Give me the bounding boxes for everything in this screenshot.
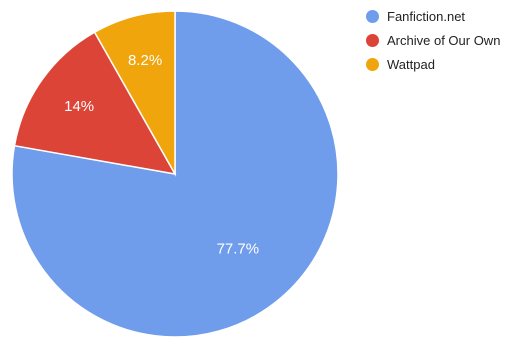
legend-label-fanfiction-net: Fanfiction.net [387, 8, 466, 24]
legend-item-wattpad[interactable]: Wattpad [366, 54, 500, 74]
legend-swatch-fanfiction-net [366, 9, 379, 23]
pie-slice-wattpad[interactable] [93, 10, 176, 177]
legend-item-archive-of-our-own[interactable]: Archive of Our Own [366, 30, 500, 50]
pie-label-wattpad: 8.2% [128, 52, 162, 69]
pie-label-fanfiction-net: 77.7% [217, 240, 260, 257]
legend-swatch-wattpad [366, 57, 379, 71]
legend-label-archive-of-our-own: Archive of Our Own [387, 32, 501, 48]
legend: Fanfiction.net Archive of Our Own Wattpa… [366, 6, 500, 78]
legend-item-fanfiction-net[interactable]: Fanfiction.net [366, 6, 500, 26]
pie-chart-canvas: 77.7% 14% 8.2% [11, 10, 339, 338]
pie-label-archive-of-our-own: 14% [64, 98, 94, 115]
pie-slice-archive-of-our-own[interactable] [13, 31, 177, 176]
legend-label-wattpad: Wattpad [387, 56, 435, 72]
legend-swatch-archive-of-our-own [366, 33, 379, 47]
